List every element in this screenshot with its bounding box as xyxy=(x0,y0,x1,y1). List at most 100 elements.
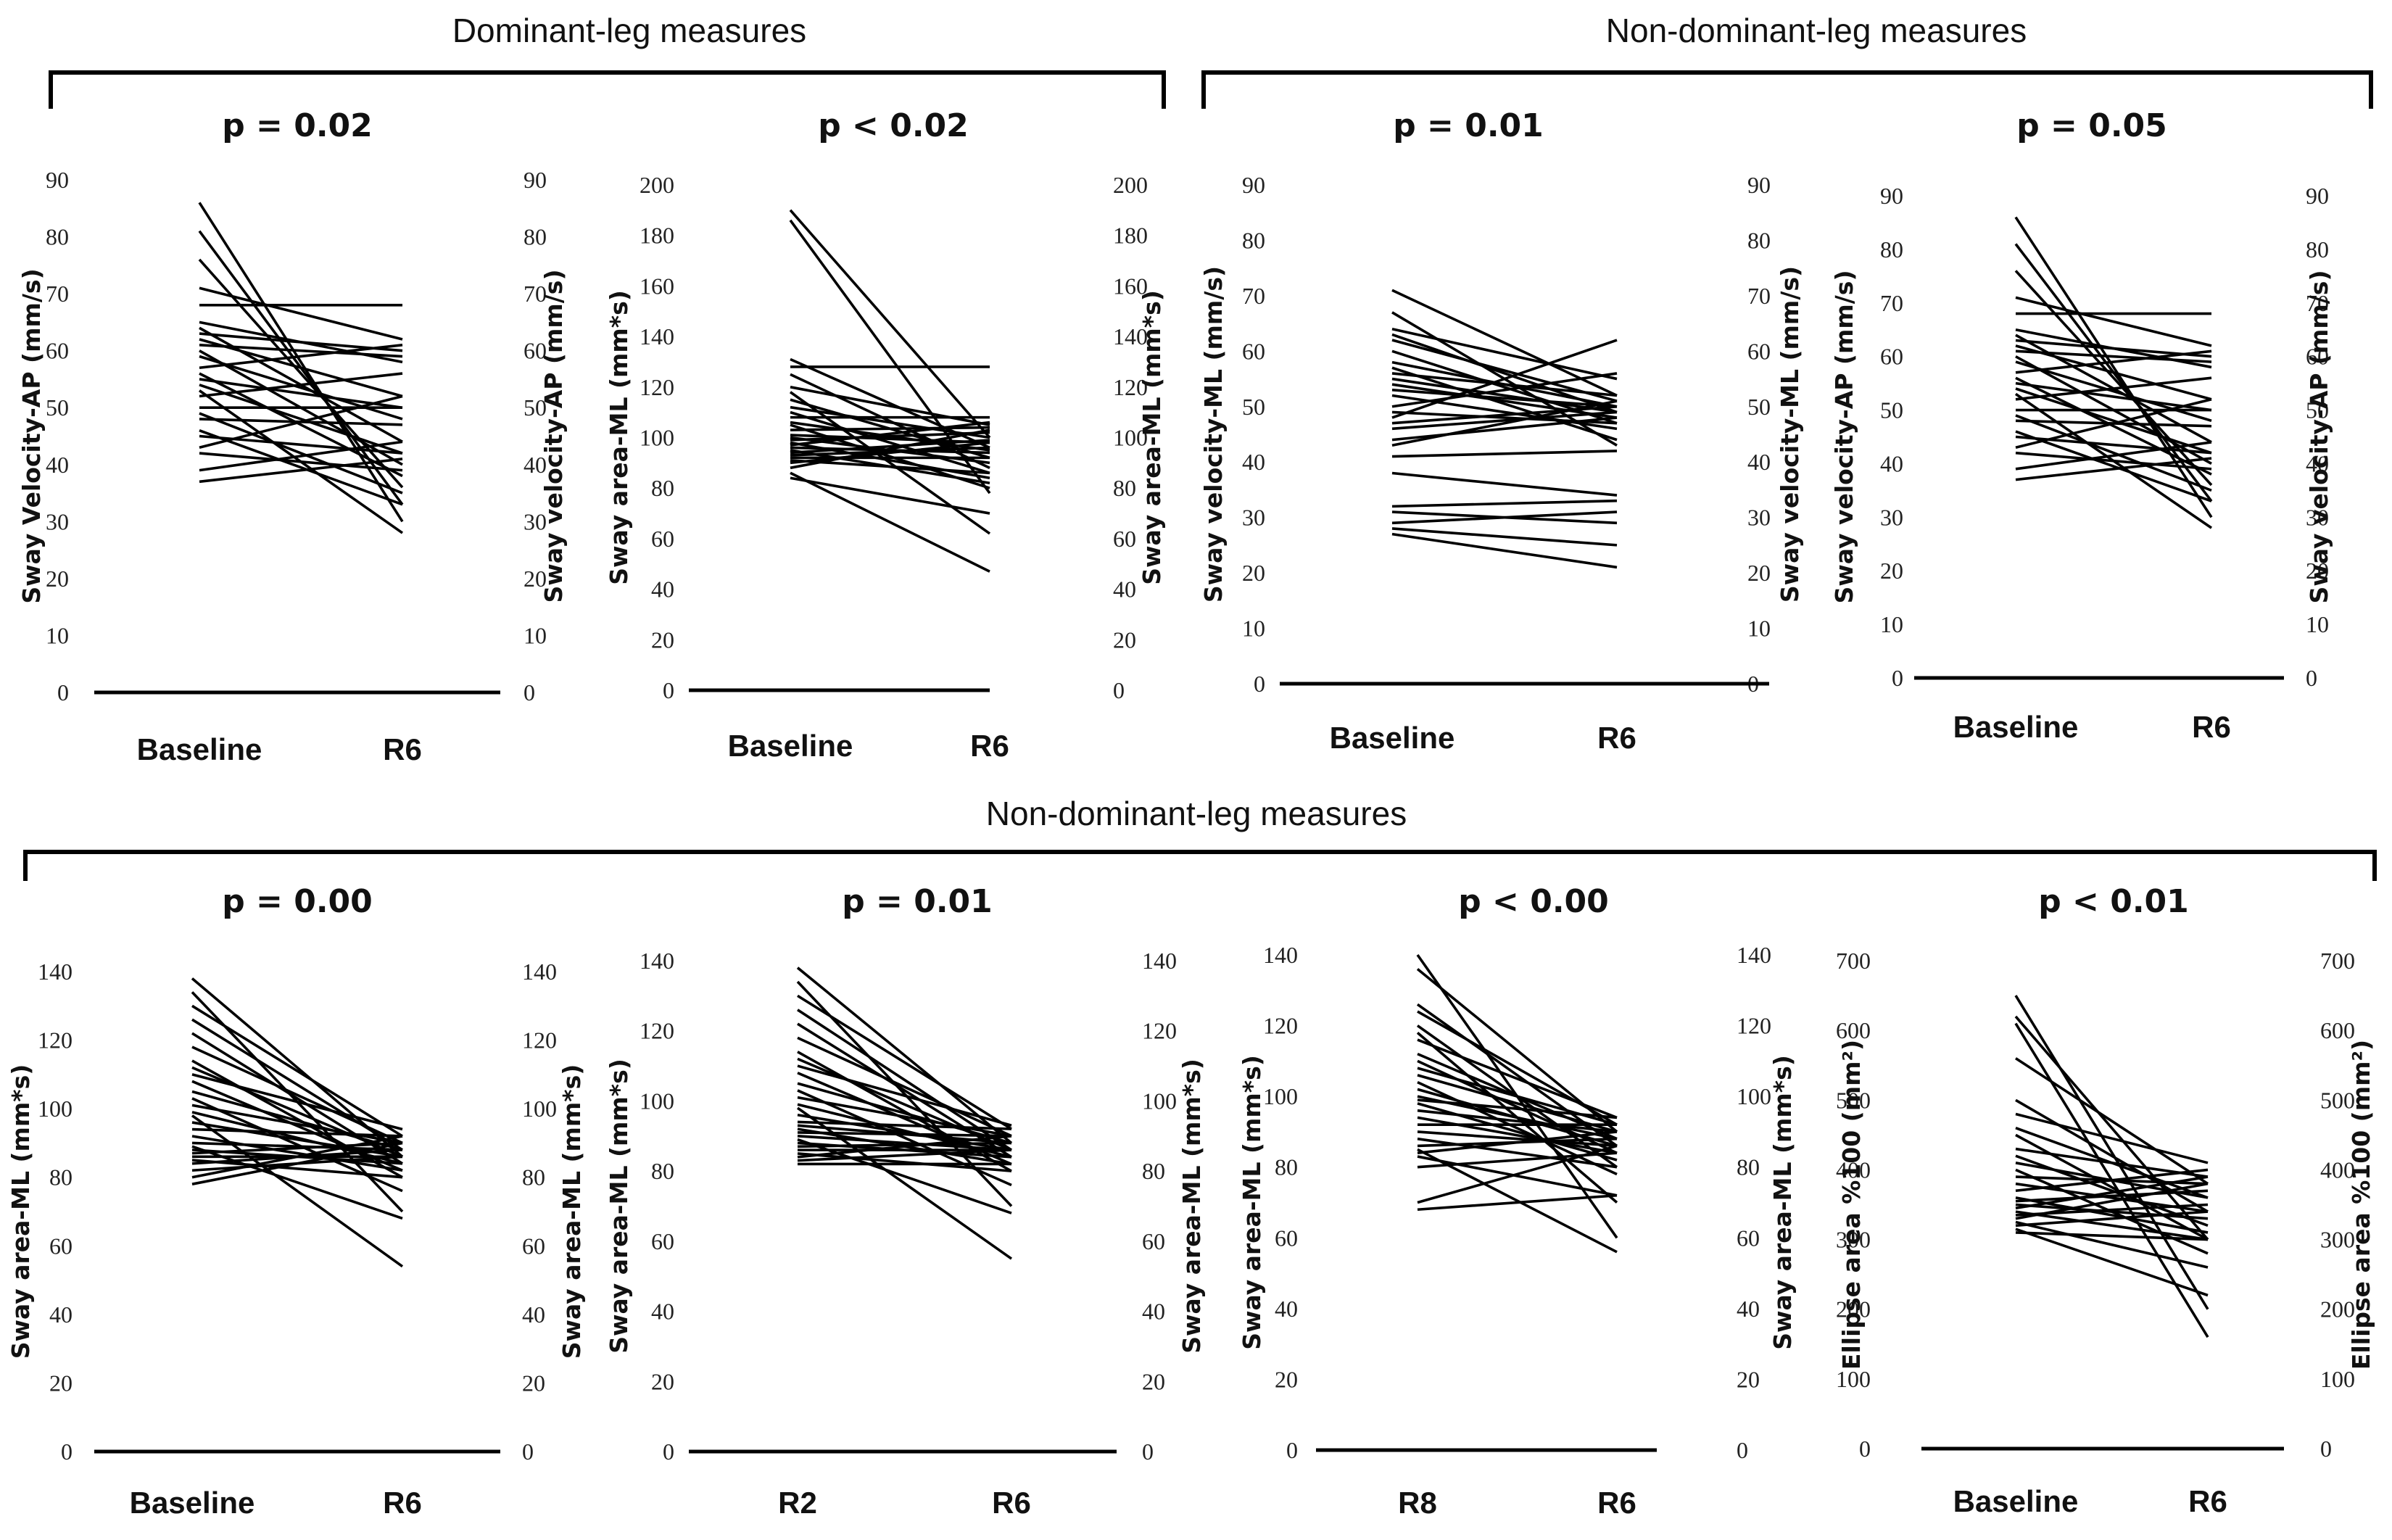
series-line xyxy=(199,378,403,410)
y-tick-left: 0 xyxy=(1859,1436,1871,1462)
series-line xyxy=(191,1127,403,1138)
series-line xyxy=(1391,327,1618,381)
series-line xyxy=(797,1120,1012,1130)
series-line xyxy=(2015,1112,2209,1164)
series-line xyxy=(797,1138,1012,1214)
series-line xyxy=(2015,1057,2209,1185)
y-tick-right: 30 xyxy=(523,508,547,534)
y-tick-left: 120 xyxy=(640,1018,674,1044)
y-tick-right: 20 xyxy=(2306,558,2329,584)
group-non-dominant-leg-bottom: Non-dominant-leg measures xyxy=(23,795,2377,881)
y-tick-left: 30 xyxy=(46,508,69,534)
series-line xyxy=(2015,1168,2209,1193)
group-title: Non-dominant-leg measures xyxy=(1606,12,2027,49)
y-tick-left: 40 xyxy=(1242,449,1265,475)
series-line xyxy=(2015,1210,2209,1228)
series-line xyxy=(1391,450,1618,458)
series-line xyxy=(797,1134,1012,1151)
x-category-label: R6 xyxy=(383,732,422,766)
y-axis-label-left: Sway velocity-AP (mm/s) xyxy=(1830,270,1858,603)
panel-nondominant-area-ml-baseline: p = 0.00 0 0 20 20 40 40 60 60 80 80 100 100 120 120 14… xyxy=(7,883,586,1520)
series-line xyxy=(790,476,990,515)
series-line xyxy=(199,344,403,358)
series-line xyxy=(1391,416,1618,442)
y-axis-label-left: Ellipse area %100 (mm²) xyxy=(1837,1040,1866,1370)
series-line xyxy=(191,1111,403,1165)
y-tick-right: 500 xyxy=(2320,1087,2355,1113)
series-line xyxy=(199,286,403,341)
y-tick-right: 20 xyxy=(1747,560,1771,586)
y-tick-left: 40 xyxy=(1275,1296,1298,1322)
series-line xyxy=(2015,1203,2209,1220)
y-tick-left: 120 xyxy=(38,1027,73,1053)
y-tick-right: 120 xyxy=(1737,1013,1771,1039)
series-line xyxy=(191,1141,403,1185)
y-tick-right: 20 xyxy=(523,566,547,592)
y-tick-left: 100 xyxy=(38,1096,73,1122)
y-tick-left: 0 xyxy=(1892,665,1903,691)
y-tick-right: 100 xyxy=(2320,1366,2355,1392)
series-line xyxy=(1417,1155,1618,1197)
series-line xyxy=(797,1148,1012,1162)
series-line xyxy=(1417,1130,1618,1148)
panel-nondominant-ellipse-area: p < 0.01 0 0 100 100 200 200 300 300 400 400 500 500… xyxy=(1836,883,2375,1518)
y-tick-left: 90 xyxy=(1242,172,1265,198)
y-tick-right: 300 xyxy=(2320,1227,2355,1253)
series-line xyxy=(790,471,990,573)
series-line xyxy=(199,394,403,449)
y-tick-right: 90 xyxy=(1747,172,1771,198)
group-dominant-leg: Dominant-leg measures xyxy=(49,12,1166,109)
y-axis-label-left: Sway area-ML (mm*s) xyxy=(1238,1055,1266,1350)
series-line xyxy=(790,410,990,475)
series-line xyxy=(1391,471,1618,497)
panel-nondominant-velocity-ml: p = 0.0100101020203030404050506060707080… xyxy=(1199,107,1804,755)
series-line xyxy=(1391,527,1618,547)
panel-nondominant-velocity-ap: p = 0.05 0 0 10 10 20 20 30 30 40 40 50 50 60 60 70 70 80… xyxy=(1830,107,2333,744)
y-tick-left: 80 xyxy=(651,1158,674,1184)
series-line xyxy=(199,338,403,398)
y-tick-left: 70 xyxy=(46,281,69,307)
p-value-label: p = 0.02 xyxy=(222,107,373,144)
y-tick-left: 80 xyxy=(49,1164,73,1191)
y-axis-label-right: Sway area-ML (mm*s) xyxy=(1178,1059,1206,1354)
y-tick-left: 20 xyxy=(651,626,674,653)
y-tick-left: 40 xyxy=(651,1299,674,1325)
y-tick-left: 200 xyxy=(1836,1296,1871,1322)
series-line xyxy=(1391,510,1618,525)
y-tick-left: 60 xyxy=(651,1228,674,1254)
y-tick-left: 80 xyxy=(651,475,674,501)
y-axis-label-left: Sway area-ML (mm*s) xyxy=(605,290,633,585)
x-category-label: Baseline xyxy=(1953,710,2079,744)
y-tick-right: 50 xyxy=(523,394,547,421)
series-line xyxy=(2015,398,2212,450)
series-line xyxy=(1391,400,1618,447)
y-tick-right: 0 xyxy=(522,1438,534,1465)
series-line xyxy=(797,1141,1012,1148)
series-line xyxy=(1417,1144,1618,1204)
p-value-label: p < 0.02 xyxy=(818,107,969,144)
y-tick-right: 0 xyxy=(523,679,535,705)
series-line xyxy=(797,1134,1012,1159)
y-tick-right: 60 xyxy=(523,338,547,364)
series-line xyxy=(2015,1220,2209,1269)
series-line xyxy=(191,1159,403,1179)
y-tick-right: 120 xyxy=(1113,374,1148,400)
y-tick-left: 80 xyxy=(1242,227,1265,253)
y-tick-right: 100 xyxy=(1142,1088,1177,1114)
y-tick-right: 120 xyxy=(1142,1018,1177,1044)
y-tick-left: 20 xyxy=(46,566,69,592)
y-tick-left: 50 xyxy=(1242,394,1265,420)
y-tick-left: 140 xyxy=(1263,942,1298,968)
y-tick-left: 40 xyxy=(49,1301,73,1328)
y-tick-left: 80 xyxy=(46,224,69,250)
y-tick-left: 60 xyxy=(46,338,69,364)
series-line xyxy=(2015,451,2212,471)
p-value-label: p = 0.01 xyxy=(1393,107,1544,144)
series-line xyxy=(797,1152,1012,1172)
series-line xyxy=(199,412,403,494)
y-tick-left: 140 xyxy=(640,323,674,349)
series-line xyxy=(2015,430,2212,502)
series-line xyxy=(2015,1175,2209,1210)
series-line xyxy=(2015,414,2212,492)
